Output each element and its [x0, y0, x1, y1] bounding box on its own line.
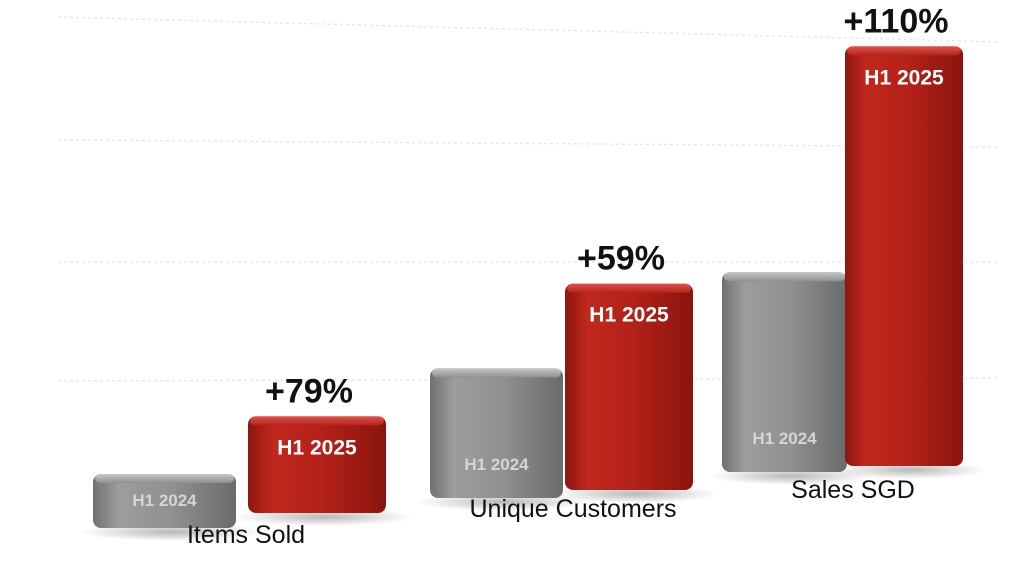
bar-body	[845, 46, 963, 467]
gridlines	[57, 16, 1001, 382]
bar-top-bevel	[724, 272, 845, 282]
annotation-items-sold: +79%	[265, 372, 353, 410]
bar-series-label: H1 2025	[277, 436, 357, 459]
bar-body	[565, 283, 693, 490]
bar-series-label: H1 2024	[464, 455, 529, 474]
bar-top-bevel	[567, 283, 691, 293]
category-label-items-sold: Items Sold	[187, 521, 305, 549]
category-label-sales-sgd: Sales SGD	[791, 476, 915, 504]
bar-body	[430, 368, 563, 498]
labels: H1 2024 H1 2025 +79% Items Sold H1 2024 H1 20…	[132, 2, 948, 549]
bars	[93, 46, 963, 528]
bar-h1-2025-items-sold	[248, 416, 386, 513]
bar-series-label: H1 2024	[132, 491, 197, 510]
annotation-unique-customers: +59%	[577, 240, 665, 278]
gridline	[57, 377, 1001, 382]
gridline	[57, 16, 1001, 43]
category-label-unique-customers: Unique Customers	[469, 495, 676, 523]
bar-series-label: H1 2025	[864, 66, 944, 89]
bar-top-bevel	[847, 46, 961, 56]
bar-body	[248, 416, 386, 513]
bar-h1-2024-unique-customers	[430, 368, 563, 498]
annotation-sales-sgd: +110%	[844, 2, 949, 40]
bar-top-bevel	[432, 368, 561, 378]
bar-body	[722, 272, 847, 472]
bar-body	[93, 474, 236, 528]
bar-series-label: H1 2024	[752, 429, 817, 448]
bar-h1-2024-items-sold	[93, 474, 236, 528]
bar-h1-2024-sales-sgd	[722, 272, 847, 472]
bar-h1-2025-unique-customers	[565, 283, 693, 490]
bar-series-label: H1 2025	[589, 304, 669, 327]
bar-h1-2025-sales-sgd	[845, 46, 963, 467]
gridline	[57, 139, 1001, 148]
bar-top-bevel	[95, 474, 234, 483]
bar-top-bevel	[250, 416, 384, 426]
